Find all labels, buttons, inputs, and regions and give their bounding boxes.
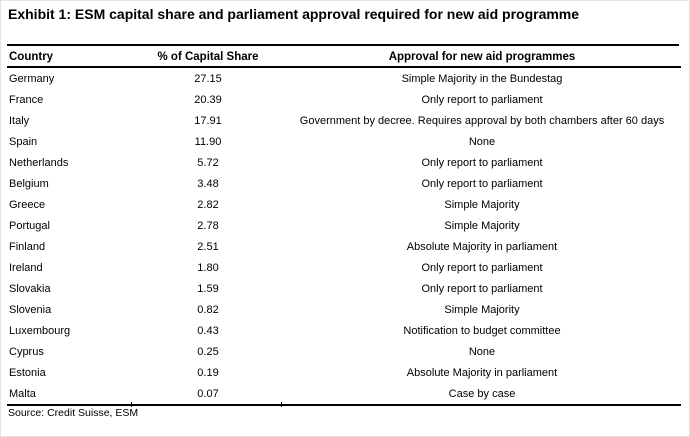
table-row: Germany 27.15 Simple Majority in the Bunde…	[7, 67, 681, 89]
column-header-capital-share: % of Capital Share	[133, 47, 283, 68]
table-row: Estonia 0.19 Absolute Majority in parliame…	[7, 362, 681, 383]
exhibit-title: Exhibit 1: ESM capital share and parliam…	[8, 6, 580, 22]
share-cell: 3.48	[197, 177, 219, 190]
table-row: Finland 2.51 Absolute Majority in parliame…	[7, 236, 681, 257]
table-row: Greece 2.82 Simple Majority	[7, 194, 681, 215]
share-cell: 2.82	[197, 198, 219, 211]
country-cell: Ireland	[9, 261, 43, 274]
approval-cell: Simple Majority in the Bundestag	[401, 72, 563, 85]
country-cell: Netherlands	[9, 156, 69, 169]
country-cell: Germany	[9, 72, 55, 85]
country-cell: Cyprus	[9, 345, 44, 358]
share-cell: 1.59	[197, 282, 219, 295]
approval-cell: Only report to parliament	[421, 261, 543, 274]
share-cell: 17.91	[194, 114, 222, 127]
country-cell: Finland	[9, 240, 46, 253]
country-cell: Italy	[9, 114, 30, 127]
table-row: Cyprus 0.25 None	[7, 341, 681, 362]
share-cell: 0.43	[197, 324, 219, 337]
country-cell: Portugal	[9, 219, 50, 232]
country-cell: Belgium	[9, 177, 49, 190]
country-cell: Estonia	[9, 366, 46, 379]
approval-cell: Notification to budget committee	[403, 324, 561, 337]
approval-cell: Simple Majority	[444, 198, 520, 211]
table-row: France 20.39 Only report to parliament	[7, 89, 681, 110]
country-cell: Luxembourg	[9, 324, 71, 337]
approval-cell: Only report to parliament	[421, 93, 543, 106]
table-row: Luxembourg 0.43 Notification to budget com…	[7, 320, 681, 341]
table-header-row: Country % of Capital Share Approval for …	[7, 47, 681, 68]
table-row: Belgium 3.48 Only report to parliament	[7, 173, 681, 194]
table-row: Spain 11.90 None	[7, 131, 681, 152]
column-header-approval: Approval for new aid programmes	[283, 47, 681, 68]
approval-cell: Only report to parliament	[421, 282, 543, 295]
column-boundary-tick	[131, 402, 132, 407]
title-divider	[7, 44, 679, 46]
country-cell: Slovenia	[9, 303, 52, 316]
esm-capital-share-table: Country % of Capital Share Approval for …	[7, 47, 681, 406]
approval-cell: Government by decree. Requires approval …	[299, 114, 665, 127]
approval-cell: Absolute Majority in parliament	[406, 366, 558, 379]
column-boundary-tick	[281, 402, 282, 407]
country-cell: Slovakia	[9, 282, 51, 295]
approval-cell: Only report to parliament	[421, 177, 543, 190]
source-note: Source: Credit Suisse, ESM	[8, 407, 139, 419]
table-row: Netherlands 5.72 Only report to parliament	[7, 152, 681, 173]
share-cell: 5.72	[197, 156, 219, 169]
table-row: Slovakia 1.59 Only report to parliament	[7, 278, 681, 299]
share-cell: 0.82	[197, 303, 219, 316]
approval-cell: Absolute Majority in parliament	[406, 240, 558, 253]
share-cell: 2.78	[197, 219, 219, 232]
share-cell: 20.39	[194, 93, 222, 106]
country-cell: Spain	[9, 135, 38, 148]
share-cell: 1.80	[197, 261, 219, 274]
share-cell: 0.25	[197, 345, 219, 358]
share-cell: 11.90	[194, 135, 222, 148]
table-row: Ireland 1.80 Only report to parliament	[7, 257, 681, 278]
column-header-country: Country	[7, 47, 133, 68]
approval-cell: None	[468, 345, 496, 358]
approval-cell: Only report to parliament	[421, 156, 543, 169]
table-row: Malta 0.07 Case by case	[7, 383, 681, 406]
table-row: Italy 17.91 Government by decree. Requires…	[7, 110, 681, 131]
share-cell: 2.51	[197, 240, 219, 253]
country-cell: Greece	[9, 198, 46, 211]
approval-cell: Simple Majority	[444, 303, 520, 316]
approval-cell: Case by case	[283, 383, 681, 406]
country-cell: Malta	[7, 383, 133, 406]
share-cell: 27.15	[194, 72, 222, 85]
approval-cell: Simple Majority	[444, 219, 520, 232]
country-cell: France	[9, 93, 44, 106]
share-cell: 0.07	[133, 383, 283, 406]
table-row: Slovenia 0.82 Simple Majority	[7, 299, 681, 320]
table-row: Portugal 2.78 Simple Majority	[7, 215, 681, 236]
share-cell: 0.19	[197, 366, 219, 379]
approval-cell: None	[468, 135, 496, 148]
